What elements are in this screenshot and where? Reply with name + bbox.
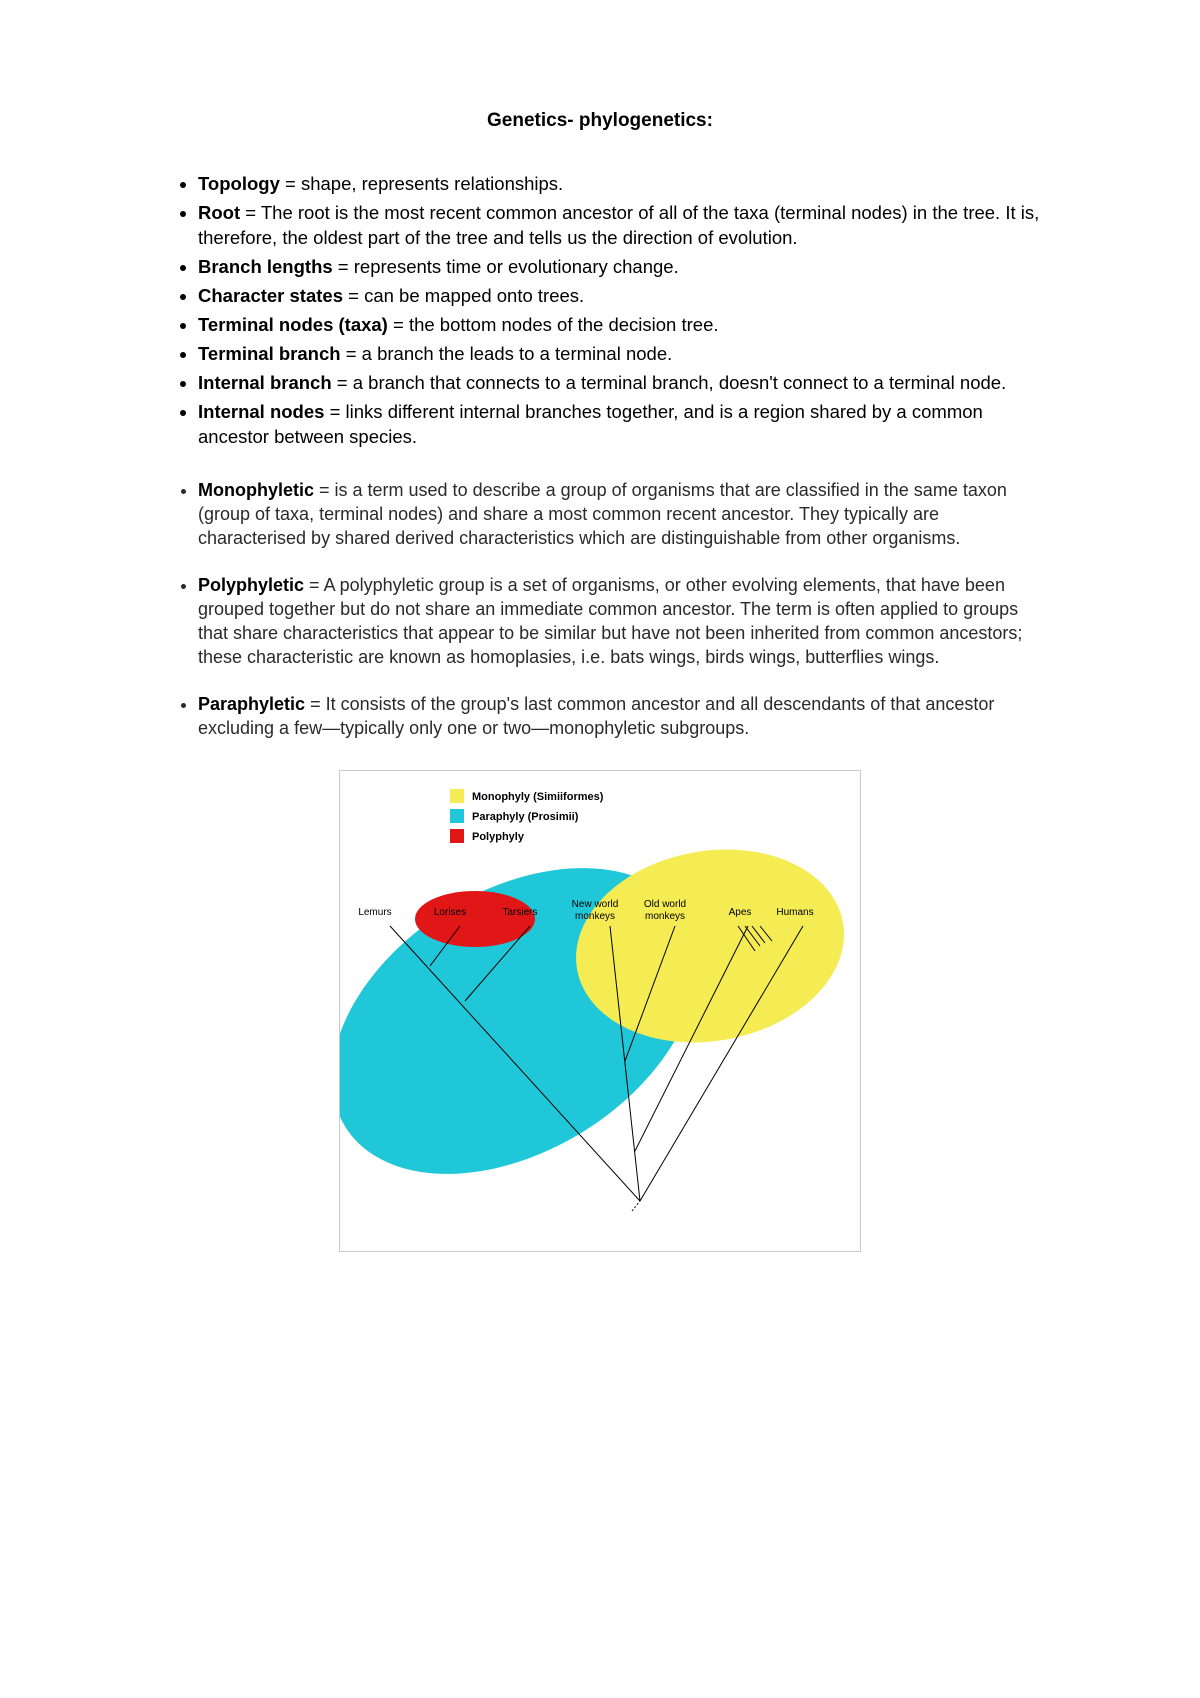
- legend-swatch: [450, 829, 464, 843]
- definition-list: Topology = shape, represents relationshi…: [150, 172, 1050, 450]
- polyphyly-blob: [415, 891, 535, 947]
- definition-term: Internal branch: [198, 372, 332, 393]
- definition-item: Character states = can be mapped onto tr…: [198, 284, 1050, 309]
- definition-sep: =: [332, 372, 353, 393]
- definition-sep: =: [341, 343, 362, 364]
- definition-item: Root = The root is the most recent commo…: [198, 201, 1050, 251]
- taxon-label: Tarsiers: [502, 907, 537, 918]
- concept-sep: =: [305, 694, 326, 714]
- concept-sep: =: [304, 575, 324, 595]
- concept-block: Paraphyletic = It consists of the group'…: [150, 692, 1050, 741]
- concept-item: Paraphyletic = It consists of the group'…: [198, 692, 1050, 741]
- legend-label: Paraphyly (Prosimii): [472, 811, 579, 823]
- concept-item: Monophyletic = is a term used to describ…: [198, 478, 1050, 551]
- definition-sep: =: [388, 314, 409, 335]
- concept-term: Monophyletic: [198, 480, 314, 500]
- taxon-label: monkeys: [645, 911, 685, 922]
- taxon-label: monkeys: [575, 911, 615, 922]
- definition-item: Terminal branch = a branch the leads to …: [198, 342, 1050, 367]
- legend-swatch: [450, 789, 464, 803]
- definition-sep: =: [333, 256, 354, 277]
- definition-text: can be mapped onto trees.: [364, 285, 584, 306]
- taxon-label: New world: [572, 899, 619, 910]
- definition-term: Internal nodes: [198, 401, 324, 422]
- definition-sep: =: [240, 202, 261, 223]
- taxon-label: Humans: [776, 907, 813, 918]
- concept-item: Polyphyletic = A polyphyletic group is a…: [198, 573, 1050, 670]
- page-title: Genetics- phylogenetics:: [150, 110, 1050, 132]
- definition-term: Branch lengths: [198, 256, 333, 277]
- definition-term: Root: [198, 202, 240, 223]
- taxon-label: Lemurs: [358, 907, 391, 918]
- concepts-container: Monophyletic = is a term used to describ…: [150, 478, 1050, 741]
- taxon-label: Apes: [729, 907, 752, 918]
- definition-term: Terminal branch: [198, 343, 341, 364]
- definition-text: a branch that connects to a terminal bra…: [353, 372, 1006, 393]
- concept-term: Paraphyletic: [198, 694, 305, 714]
- definition-item: Internal nodes = links different interna…: [198, 400, 1050, 450]
- definition-text: represents time or evolutionary change.: [354, 256, 679, 277]
- definition-text: shape, represents relationships.: [301, 173, 563, 194]
- definition-text: a branch the leads to a terminal node.: [362, 343, 673, 364]
- definition-text: the bottom nodes of the decision tree.: [409, 314, 719, 335]
- concept-block: Monophyletic = is a term used to describ…: [150, 478, 1050, 551]
- document-page: Genetics- phylogenetics: Topology = shap…: [0, 0, 1200, 1698]
- definition-item: Terminal nodes (taxa) = the bottom nodes…: [198, 313, 1050, 338]
- definition-term: Topology: [198, 173, 280, 194]
- taxon-label: Lorises: [434, 907, 466, 918]
- definition-sep: =: [324, 401, 345, 422]
- legend-swatch: [450, 809, 464, 823]
- phylogeny-diagram: LemursLorisesTarsiersNew worldmonkeysOld…: [339, 770, 861, 1252]
- definition-item: Branch lengths = represents time or evol…: [198, 255, 1050, 280]
- root-tick: [632, 1201, 640, 1211]
- definition-text: The root is the most recent common ances…: [198, 202, 1039, 248]
- definition-term: Character states: [198, 285, 343, 306]
- definition-sep: =: [343, 285, 364, 306]
- definition-item: Topology = shape, represents relationshi…: [198, 172, 1050, 197]
- taxon-label: Old world: [644, 899, 686, 910]
- legend-label: Polyphyly: [472, 831, 525, 843]
- definition-term: Terminal nodes (taxa): [198, 314, 388, 335]
- definition-item: Internal branch = a branch that connects…: [198, 371, 1050, 396]
- concept-sep: =: [314, 480, 335, 500]
- definition-sep: =: [280, 173, 301, 194]
- legend-label: Monophyly (Simiiformes): [472, 791, 604, 803]
- concept-block: Polyphyletic = A polyphyletic group is a…: [150, 573, 1050, 670]
- concept-term: Polyphyletic: [198, 575, 304, 595]
- diagram-container: LemursLorisesTarsiersNew worldmonkeysOld…: [150, 770, 1050, 1252]
